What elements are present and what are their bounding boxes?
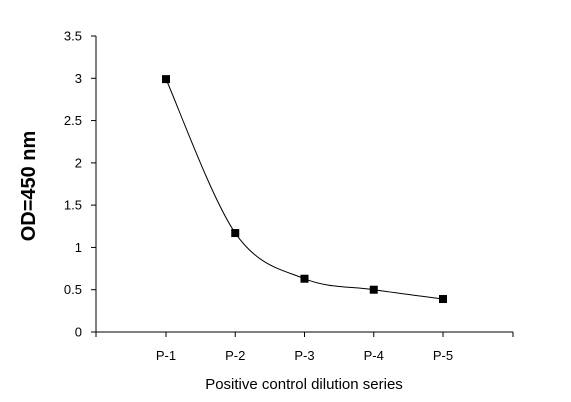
x-tick-label: P-4 xyxy=(364,348,384,363)
y-tick-label: 3 xyxy=(75,71,82,86)
y-tick-label: 2.5 xyxy=(64,113,82,128)
x-tick-label: P-2 xyxy=(225,348,245,363)
y-tick-label: 0.5 xyxy=(64,282,82,297)
y-tick-label: 0 xyxy=(75,325,82,340)
x-tick-label: P-3 xyxy=(294,348,314,363)
x-tick-label: P-1 xyxy=(156,348,176,363)
data-point xyxy=(231,229,240,238)
series-line xyxy=(165,78,444,300)
y-tick-label: 1.5 xyxy=(64,198,82,213)
y-tick-label: 2 xyxy=(75,155,82,170)
data-point xyxy=(439,295,447,304)
x-axis: P-1 P-2 P-3 P-4 P-5 xyxy=(95,331,514,363)
data-point xyxy=(369,285,378,294)
y-tick-label: 1 xyxy=(75,240,82,255)
data-point xyxy=(300,274,309,283)
y-axis: 0 0.5 1 1.5 2 2.5 3 3.5 xyxy=(64,29,97,340)
data-point xyxy=(162,75,170,84)
x-axis-title: Positive control dilution series xyxy=(205,376,403,393)
y-tick-label: 3.5 xyxy=(64,29,82,44)
x-tick-label: P-5 xyxy=(433,348,453,363)
series-markers xyxy=(162,75,447,304)
y-axis-title: OD=450 nm xyxy=(18,131,40,242)
